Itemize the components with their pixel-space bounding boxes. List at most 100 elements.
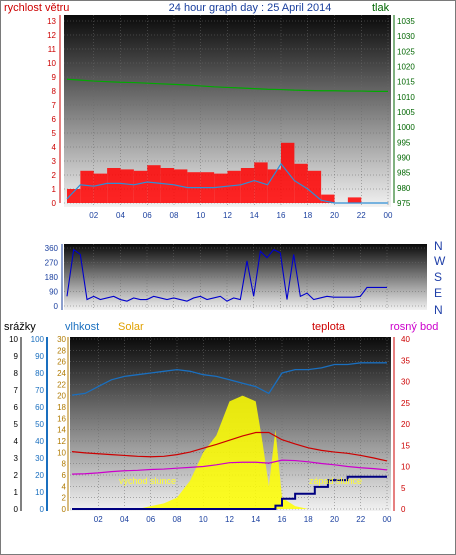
left-tick-label: 8 bbox=[52, 87, 57, 96]
left-tick-label: 0 bbox=[52, 199, 57, 208]
wind-speed-bar bbox=[107, 168, 121, 203]
x-tick-label: 08 bbox=[173, 515, 182, 524]
wind-speed-label: rychlost větru bbox=[4, 2, 69, 14]
x-tick-label: 22 bbox=[357, 211, 366, 220]
wind-panel-axes: 0123456789101112139759809859909951000100… bbox=[47, 15, 415, 220]
wind-direction-line bbox=[66, 248, 387, 302]
wind-speed-bar bbox=[80, 170, 94, 203]
direction-letter-e: E bbox=[434, 286, 442, 300]
right-tick-label: 980 bbox=[397, 184, 411, 193]
direction-letter-s: S bbox=[434, 270, 442, 284]
solar-tick-label: 20 bbox=[57, 392, 66, 401]
solar-tick-label: 24 bbox=[57, 369, 66, 378]
wind-speed-bar bbox=[321, 194, 335, 203]
wind-speed-bar bbox=[147, 165, 161, 203]
rain-tick-label: 6 bbox=[14, 403, 19, 412]
direction-tick-label: 270 bbox=[45, 259, 59, 268]
humidity-line bbox=[71, 362, 387, 396]
wind-speed-bar bbox=[347, 197, 362, 203]
wind-speed-bar bbox=[67, 189, 81, 203]
rain-tick-label: 8 bbox=[14, 369, 19, 378]
x-tick-label: 18 bbox=[303, 211, 312, 220]
solar-label: Solar bbox=[118, 321, 144, 333]
solar-tick-label: 2 bbox=[62, 494, 67, 503]
left-tick-label: 2 bbox=[52, 171, 57, 180]
direction-tick-label: 360 bbox=[45, 244, 59, 253]
right-tick-label: 975 bbox=[397, 199, 411, 208]
direction-panel-grid bbox=[64, 244, 427, 310]
humidity-tick-label: 10 bbox=[35, 488, 44, 497]
humidity-tick-label: 60 bbox=[35, 403, 44, 412]
right-tick-label: 985 bbox=[397, 169, 411, 178]
x-tick-label: 06 bbox=[143, 211, 152, 220]
x-tick-label: 16 bbox=[278, 515, 287, 524]
temperature-tick-label: 5 bbox=[401, 484, 406, 493]
right-tick-label: 990 bbox=[397, 154, 411, 163]
rain-tick-label: 3 bbox=[14, 454, 19, 463]
direction-letter-w: W bbox=[434, 254, 446, 268]
direction-panel-marks bbox=[66, 248, 387, 302]
wind-speed-bar bbox=[267, 169, 281, 203]
solar-area bbox=[72, 395, 387, 509]
direction-tick-label: 0 bbox=[54, 302, 59, 311]
temperature-tick-label: 15 bbox=[401, 441, 410, 450]
left-tick-label: 10 bbox=[47, 59, 56, 68]
x-tick-label: 16 bbox=[277, 211, 286, 220]
x-tick-label: 20 bbox=[330, 211, 339, 220]
left-tick-label: 5 bbox=[52, 129, 57, 138]
temperature-tick-label: 0 bbox=[401, 505, 406, 514]
humidity-tick-label: 30 bbox=[35, 454, 44, 463]
direction-tick-label: 180 bbox=[45, 273, 59, 282]
solar-tick-label: 22 bbox=[57, 380, 66, 389]
wind-speed-bar bbox=[160, 168, 174, 203]
right-tick-label: 1015 bbox=[397, 78, 415, 87]
solar-tick-label: 18 bbox=[57, 403, 66, 412]
solar-tick-label: 10 bbox=[57, 448, 66, 457]
x-tick-label: 10 bbox=[196, 211, 205, 220]
direction-letter-n-top: N bbox=[434, 239, 443, 253]
solar-tick-label: 16 bbox=[57, 414, 66, 423]
right-tick-label: 1025 bbox=[397, 47, 415, 56]
wind-speed-bar bbox=[240, 168, 255, 203]
wind-speed-bar bbox=[227, 170, 241, 203]
wind-average-line bbox=[66, 162, 388, 204]
temperature-label: teplota bbox=[312, 321, 346, 333]
rain-tick-label: 5 bbox=[14, 420, 19, 429]
pressure-line bbox=[66, 78, 388, 92]
x-tick-label: 04 bbox=[120, 515, 129, 524]
left-tick-label: 3 bbox=[52, 157, 57, 166]
humidity-tick-label: 0 bbox=[40, 505, 45, 514]
left-tick-label: 1 bbox=[52, 185, 57, 194]
solar-tick-label: 30 bbox=[57, 335, 66, 344]
humidity-tick-label: 70 bbox=[35, 386, 44, 395]
x-tick-label: 22 bbox=[356, 515, 365, 524]
right-tick-label: 1005 bbox=[397, 108, 415, 117]
sunrise-label: východ slunce bbox=[119, 476, 176, 486]
x-tick-label: 10 bbox=[199, 515, 208, 524]
wind-panel-marks bbox=[66, 78, 388, 204]
rain-tick-label: 0 bbox=[14, 505, 19, 514]
rain-tick-label: 7 bbox=[14, 386, 19, 395]
right-tick-label: 1030 bbox=[397, 32, 415, 41]
sunset-label: západ slunce bbox=[309, 476, 362, 486]
x-tick-label: 00 bbox=[384, 211, 393, 220]
solar-tick-label: 14 bbox=[57, 426, 66, 435]
left-tick-label: 7 bbox=[52, 101, 57, 110]
x-tick-label: 12 bbox=[225, 515, 234, 524]
x-tick-label: 00 bbox=[383, 515, 392, 524]
x-tick-label: 08 bbox=[170, 211, 179, 220]
wind-speed-bar bbox=[307, 170, 322, 203]
x-tick-label: 12 bbox=[223, 211, 232, 220]
humidity-tick-label: 20 bbox=[35, 471, 44, 480]
combo-panel-marks bbox=[71, 362, 388, 510]
temperature-tick-label: 30 bbox=[401, 378, 410, 387]
humidity-label: vlhkost bbox=[65, 321, 99, 333]
dewpoint-label: rosný bod bbox=[390, 321, 438, 333]
right-tick-label: 1000 bbox=[397, 123, 415, 132]
left-tick-label: 11 bbox=[48, 45, 57, 54]
temperature-tick-label: 25 bbox=[401, 399, 410, 408]
humidity-tick-label: 40 bbox=[35, 437, 44, 446]
temperature-line bbox=[71, 431, 388, 462]
x-tick-label: 18 bbox=[304, 515, 313, 524]
